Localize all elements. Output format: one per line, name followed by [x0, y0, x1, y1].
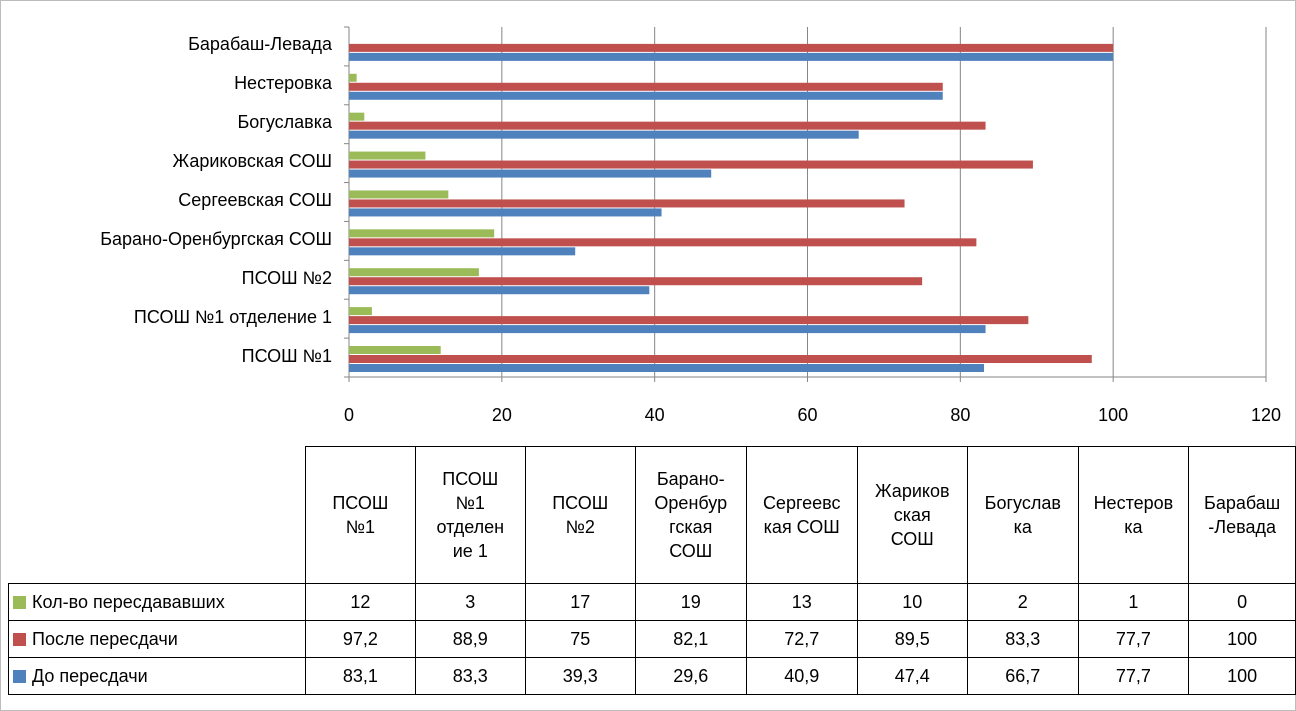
data-label: 100 [1188, 657, 1296, 695]
category-label: Барабаш-Левада [188, 34, 332, 55]
category-label: Барано-Оренбургская СОШ [100, 228, 332, 249]
table-column-header: ПСОШ №2 [524, 446, 636, 584]
category-label: Нестеровка [234, 73, 332, 94]
tick-label: 80 [950, 405, 971, 425]
table-column-header: Барано- Оренбур гская СОШ [634, 446, 747, 584]
data-label: 10 [856, 583, 969, 621]
data-label: 77,7 [1077, 657, 1190, 695]
legend-entry: После пересдачи [8, 620, 306, 658]
data-label: 19 [634, 583, 747, 621]
data-label: 17 [524, 583, 636, 621]
data-label: 29,6 [634, 657, 747, 695]
bar [349, 277, 923, 286]
data-label: 83,3 [414, 657, 526, 695]
bar [349, 130, 859, 139]
data-label: 40,9 [745, 657, 858, 695]
bar [349, 169, 712, 178]
category-label: ПСОШ №1 отделение 1 [133, 306, 332, 327]
tick-label: 60 [797, 405, 818, 425]
tick-label: 20 [491, 405, 512, 425]
data-label: 83,1 [305, 657, 416, 695]
table-row: После пересдачи 97,2 88,9 75 82,1 72,7 89,5 83,… [8, 620, 1296, 658]
data-label: 39,3 [524, 657, 636, 695]
data-label: 13 [745, 583, 858, 621]
data-label: 100 [1188, 620, 1296, 658]
bar [349, 325, 986, 334]
table-row: До пересдачи 83,1 83,3 39,3 29,6 40,9 47,4 66,7… [8, 657, 1296, 695]
data-table: ПСОШ №1 ПСОШ №1 отделен ие 1 ПСОШ №2 Барано- Орен… [8, 446, 1296, 695]
bar [349, 208, 662, 217]
tick-label: 100 [1098, 405, 1129, 425]
data-label: 97,2 [305, 620, 416, 658]
table-column-header: Жариков ская СОШ [856, 446, 969, 584]
data-label: 83,3 [967, 620, 1079, 658]
bar [349, 160, 1033, 169]
bar [349, 268, 479, 277]
data-label: 47,4 [856, 657, 969, 695]
legend-entry: До пересдачи [8, 657, 306, 695]
bar [349, 199, 905, 208]
tick-label: 0 [343, 405, 354, 425]
tick-label: 40 [644, 405, 665, 425]
table-column-header: Нестеров ка [1077, 446, 1190, 584]
category-label: Богуславка [237, 112, 332, 133]
data-label: 88,9 [414, 620, 526, 658]
bar [349, 307, 372, 316]
data-label: 12 [305, 583, 416, 621]
data-label: 1 [1077, 583, 1190, 621]
data-label: 3 [414, 583, 526, 621]
legend-swatch [13, 632, 26, 646]
bar [349, 43, 1114, 52]
data-label: 66,7 [967, 657, 1079, 695]
legend-entry: Кол-во пересдававших [8, 583, 306, 621]
table-column-header: Барабаш -Левада [1188, 446, 1296, 584]
bar [349, 82, 943, 91]
table-row: Кол-во пересдававших 12 3 17 19 13 10 2 1 0 [8, 583, 1296, 621]
table-corner [8, 446, 306, 584]
legend-swatch [13, 669, 26, 683]
legend-swatch [13, 595, 26, 609]
table-column-header: ПСОШ №1 [305, 446, 416, 584]
bar [349, 238, 977, 247]
table-column-header: Сергеевс кая СОШ [745, 446, 858, 584]
table-column-header: ПСОШ №1 отделен ие 1 [414, 446, 526, 584]
bar [349, 151, 426, 160]
data-label: 75 [524, 620, 636, 658]
bar [349, 364, 985, 372]
bar [349, 52, 1114, 61]
bar [349, 229, 495, 238]
tick-label: 120 [1250, 405, 1282, 425]
bar [349, 316, 1029, 325]
category-label: Жариковская СОШ [172, 151, 332, 172]
bar [349, 355, 1092, 363]
bar [349, 121, 986, 130]
bar [349, 73, 357, 82]
data-label: 77,7 [1077, 620, 1190, 658]
bar [349, 91, 943, 100]
category-label: ПСОШ №2 [241, 267, 332, 288]
table-column-header: Богуслав ка [967, 446, 1079, 584]
bar [349, 247, 576, 256]
category-label: ПСОШ №1 [241, 345, 332, 366]
data-label: 82,1 [634, 620, 747, 658]
data-label: 2 [967, 583, 1079, 621]
data-label: 72,7 [745, 620, 858, 658]
data-label: 89,5 [856, 620, 969, 658]
category-label: Сергеевская СОШ [178, 190, 332, 210]
bar [349, 112, 365, 121]
bar [349, 286, 650, 295]
bar [349, 346, 441, 354]
bar [349, 190, 449, 199]
data-label: 0 [1188, 583, 1296, 621]
